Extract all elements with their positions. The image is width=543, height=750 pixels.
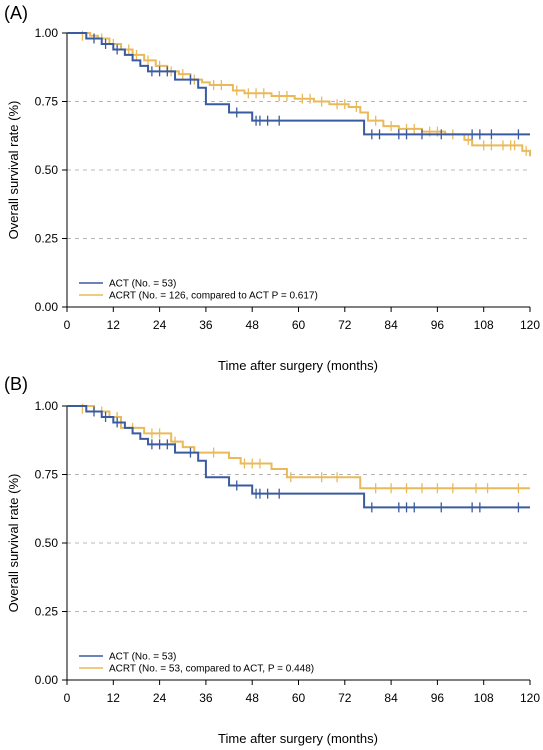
x-tick-label: 96: [431, 318, 445, 332]
y-axis-title: Overall survival rate (%): [6, 474, 21, 613]
x-tick-label: 12: [107, 691, 121, 705]
survival-curve: [67, 405, 530, 509]
x-tick-label: 36: [199, 691, 213, 705]
x-tick-label: 84: [384, 691, 398, 705]
x-tick-label: 120: [520, 691, 540, 705]
x-tick-label: 84: [384, 318, 398, 332]
y-tick-label: 1.00: [35, 26, 59, 40]
x-tick-label: 12: [107, 318, 121, 332]
y-tick-label: 0.75: [35, 468, 59, 482]
x-tick-label: 108: [474, 318, 494, 332]
x-tick-label: 120: [520, 318, 540, 332]
x-tick-label: 0: [64, 318, 71, 332]
series-acrt: [67, 30, 531, 157]
y-tick-label: 0.25: [35, 232, 59, 246]
x-axis-title: Time after surgery (months): [218, 731, 378, 746]
y-tick-label: 1.00: [35, 399, 59, 413]
x-tick-label: 48: [246, 691, 260, 705]
y-tick-label: 0.25: [35, 605, 59, 619]
panel-a: (A) 0.00 0.25 0.50 0.75 1.00 0 12 24 36 48 60 72 84 96…: [4, 3, 540, 373]
x-tick-label: 0: [64, 691, 71, 705]
x-axis-title: Time after surgery (months): [218, 358, 378, 373]
legend-entry: ACT (No. = 53): [109, 279, 176, 290]
x-tick-label: 72: [338, 691, 352, 705]
y-tick-label: 0.75: [35, 95, 59, 109]
legend-entry: ACRT (No. = 126, compared to ACT P = 0.6…: [109, 291, 318, 302]
y-tick-label: 0.50: [35, 536, 59, 550]
series-acrt: [67, 403, 530, 494]
x-tick-label: 96: [431, 691, 445, 705]
panel-b: (B) 0.00 0.25 0.50 0.75 1.00 0 12 24 36 48 60 72 84 96…: [4, 374, 540, 746]
x-tick-label: 108: [474, 691, 494, 705]
x-tick-label: 24: [153, 691, 167, 705]
y-axis-title: Overall survival rate (%): [6, 101, 21, 240]
legend-entry: ACRT (No. = 53, compared to ACT, P = 0.4…: [109, 664, 314, 675]
x-tick-label: 60: [292, 318, 306, 332]
panel-label: (A): [4, 3, 28, 23]
series-act: [67, 32, 530, 140]
x-tick-label: 60: [292, 691, 306, 705]
survival-curve: [67, 32, 530, 136]
survival-curve: [67, 405, 530, 490]
x-tick-label: 72: [338, 318, 352, 332]
y-tick-label: 0.50: [35, 163, 59, 177]
y-tick-label: 0.00: [35, 673, 59, 687]
panel-label: (B): [4, 374, 28, 394]
series-act: [67, 405, 530, 513]
legend-entry: ACT (No. = 53): [109, 652, 176, 663]
x-tick-label: 36: [199, 318, 213, 332]
x-tick-label: 24: [153, 318, 167, 332]
x-tick-label: 48: [246, 318, 260, 332]
y-tick-label: 0.00: [35, 300, 59, 314]
